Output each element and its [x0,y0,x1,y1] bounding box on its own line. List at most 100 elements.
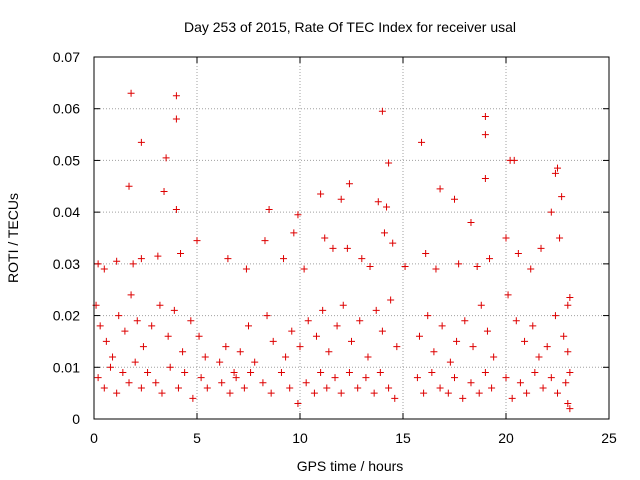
data-point [152,379,160,387]
data-point [510,156,518,164]
data-point [154,252,162,260]
data-point [488,384,496,392]
x-tick-label: 0 [90,430,98,446]
data-point [302,379,310,387]
y-tick-label: 0.05 [53,152,80,168]
data-point [383,203,391,211]
data-point [446,358,454,366]
data-point [547,208,555,216]
data-point [564,301,572,309]
data-point [312,332,320,340]
data-point [300,265,308,273]
data-point [508,394,516,402]
data-point [490,353,498,361]
data-point [232,374,240,382]
x-tick-label: 25 [601,430,617,446]
data-point [317,190,325,198]
data-point [156,301,164,309]
data-point [242,265,250,273]
data-point [310,389,318,397]
data-point [453,337,461,345]
data-point [393,343,401,351]
data-point [131,358,139,366]
data-point [537,244,545,252]
data-point [560,332,568,340]
data-point [179,348,187,356]
y-tick-label: 0.02 [53,308,80,324]
data-point [172,115,180,123]
data-point [317,368,325,376]
data-point [201,353,209,361]
data-point [100,384,108,392]
data-point [378,327,386,335]
data-point [418,138,426,146]
x-tick-label: 20 [498,430,514,446]
data-point [280,255,288,263]
data-point [535,353,543,361]
data-point [370,389,378,397]
data-point [269,337,277,345]
data-point [551,169,559,177]
data-point [564,348,572,356]
x-tick-label: 5 [193,430,201,446]
data-point [226,389,234,397]
data-point [554,389,561,397]
data-point [343,244,351,252]
data-point [455,260,463,268]
data-point [420,389,428,397]
data-point [100,265,108,273]
data-point [459,394,467,402]
data-point [428,368,436,376]
data-point [94,260,102,268]
data-point [172,206,180,214]
data-point [527,265,535,273]
data-point [438,322,446,330]
x-tick-label: 10 [292,430,308,446]
data-point [430,348,438,356]
data-point [339,301,347,309]
data-point [566,293,574,301]
data-point [137,255,145,263]
data-point [277,368,285,376]
data-point [486,255,494,263]
data-point [137,384,145,392]
data-point [121,327,129,335]
data-point [444,389,452,397]
data-point [325,348,333,356]
data-point [127,291,135,299]
data-points [92,89,574,413]
data-point [166,363,174,371]
data-point [391,394,399,402]
data-point [529,322,537,330]
data-point [516,379,524,387]
data-point [115,312,123,320]
data-point [189,394,197,402]
data-point [160,187,168,195]
data-point [467,379,475,387]
data-point [282,353,290,361]
plot-frame [93,56,610,420]
data-point [451,374,458,382]
data-point [481,131,489,139]
data-point [321,234,329,242]
data-point [247,368,255,376]
data-point [337,389,345,397]
data-point [366,262,374,270]
data-point [551,312,559,320]
data-point [502,234,510,242]
data-point [195,332,203,340]
data-point [389,239,397,247]
data-point [378,107,386,115]
data-point [263,312,271,320]
data-point [348,337,355,345]
data-point [222,343,230,351]
chart-title: Day 253 of 2015, Rate Of TEC Index for r… [184,19,516,35]
data-point [477,301,485,309]
y-tick-label: 0.01 [53,359,80,375]
data-point [539,384,547,392]
data-point [415,332,423,340]
data-point [236,348,244,356]
y-tick-label: 0.07 [53,49,80,65]
data-point [174,384,182,392]
